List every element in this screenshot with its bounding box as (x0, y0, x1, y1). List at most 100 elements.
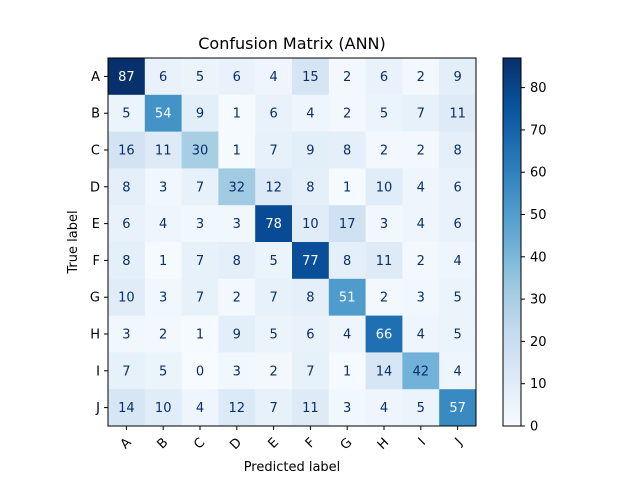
x-tick-label: F (303, 435, 319, 451)
cell-value-label: 9 (306, 144, 314, 159)
cell-value-label: 6 (159, 70, 167, 85)
cell-value-label: 6 (453, 180, 461, 195)
cell-value-label: 4 (343, 328, 351, 343)
heatmap-cell (181, 389, 219, 427)
cell-value-label: 7 (122, 364, 130, 379)
cell-value-label: 54 (155, 107, 172, 122)
cell-value-label: 2 (380, 291, 388, 306)
heatmap-cell (255, 352, 293, 390)
cell-value-label: 8 (343, 144, 351, 159)
heatmap-cell (144, 389, 182, 427)
cell-value-label: 10 (302, 217, 319, 232)
heatmap-cell (108, 94, 146, 132)
x-tick-label: C (191, 435, 208, 452)
cell-value-label: 1 (196, 328, 204, 343)
heatmap-cell (439, 389, 477, 427)
cell-value-label: 11 (449, 107, 466, 122)
cell-value-label: 7 (196, 291, 204, 306)
heatmap-cell (328, 278, 366, 316)
cell-value-label: 6 (233, 70, 241, 85)
heatmap-cell (439, 278, 477, 316)
heatmap-cell (255, 315, 293, 353)
heatmap-cell (292, 389, 330, 427)
heatmap-cell (292, 352, 330, 390)
y-tick-label: B (91, 107, 100, 122)
heatmap-cell (218, 205, 256, 243)
cell-value-label: 11 (376, 254, 393, 269)
heatmap-cell (365, 278, 403, 316)
cell-value-label: 8 (343, 254, 351, 269)
heatmap-cell (365, 168, 403, 206)
cell-value-label: 14 (118, 401, 135, 416)
heatmap-cell (108, 352, 146, 390)
heatmap-cell (108, 389, 146, 427)
heatmap-cell (181, 278, 219, 316)
cell-value-label: 4 (453, 254, 461, 269)
heatmap-cell (218, 131, 256, 169)
cell-value-label: 4 (417, 328, 425, 343)
colorbar-tick-label: 70 (530, 123, 547, 138)
cell-value-label: 5 (122, 107, 130, 122)
heatmap-cell (328, 58, 366, 96)
heatmap-cell (365, 389, 403, 427)
cell-value-label: 7 (417, 107, 425, 122)
y-axis-ticks: A B C D E F G H I J (90, 70, 108, 416)
heatmap-cell (292, 205, 330, 243)
cell-value-label: 4 (306, 107, 314, 122)
heatmap-cell (328, 94, 366, 132)
cell-value-label: 2 (417, 144, 425, 159)
cell-value-label: 3 (343, 401, 351, 416)
heatmap-cell (255, 58, 293, 96)
heatmap-cell (108, 242, 146, 280)
heatmap-cell (181, 315, 219, 353)
cell-value-label: 4 (196, 401, 204, 416)
cell-value-label: 15 (302, 70, 319, 85)
heatmap-cell (439, 205, 477, 243)
cell-value-label: 3 (380, 217, 388, 232)
y-axis-title: True label (66, 210, 81, 274)
heatmap-cell (292, 168, 330, 206)
heatmap-cell (144, 315, 182, 353)
y-tick-label: D (90, 180, 100, 195)
heatmap-cell (144, 94, 182, 132)
colorbar-tick-label: 10 (530, 377, 547, 392)
colorbar-tick-label: 60 (530, 166, 547, 181)
heatmap-cell (292, 315, 330, 353)
x-axis-ticks: A B C D E F G H I J (118, 426, 466, 453)
heatmap-cell (108, 58, 146, 96)
x-tick-label: D (227, 435, 245, 453)
cell-value-label: 5 (196, 70, 204, 85)
heatmap-cell (365, 131, 403, 169)
cell-value-label: 3 (233, 217, 241, 232)
colorbar-tick-label: 50 (530, 208, 547, 223)
cell-value-label: 5 (269, 328, 277, 343)
cell-value-label: 2 (417, 70, 425, 85)
cell-value-label: 57 (449, 401, 466, 416)
heatmap-cell (255, 94, 293, 132)
heatmap-cell (181, 168, 219, 206)
cell-value-label: 51 (339, 291, 356, 306)
cell-value-label: 1 (159, 254, 167, 269)
cell-value-label: 66 (376, 328, 393, 343)
cell-value-label: 3 (159, 180, 167, 195)
heatmap-cell (181, 242, 219, 280)
cell-value-label: 12 (265, 180, 282, 195)
heatmap-cell (365, 315, 403, 353)
cell-value-label: 11 (155, 144, 172, 159)
cell-value-label: 4 (417, 217, 425, 232)
heatmap-cell (255, 168, 293, 206)
cell-value-label: 6 (380, 70, 388, 85)
heatmap-cell (108, 205, 146, 243)
cell-value-label: 5 (380, 107, 388, 122)
cell-value-label: 2 (343, 70, 351, 85)
x-tick-label: A (118, 435, 135, 452)
y-tick-label: H (90, 328, 100, 343)
y-tick-label: F (93, 254, 100, 269)
heatmap-cell (218, 242, 256, 280)
cell-value-label: 10 (118, 291, 135, 306)
cell-value-label: 2 (417, 254, 425, 269)
x-tick-label: E (265, 435, 281, 451)
cell-value-label: 32 (229, 180, 246, 195)
x-tick-label: H (375, 435, 393, 453)
